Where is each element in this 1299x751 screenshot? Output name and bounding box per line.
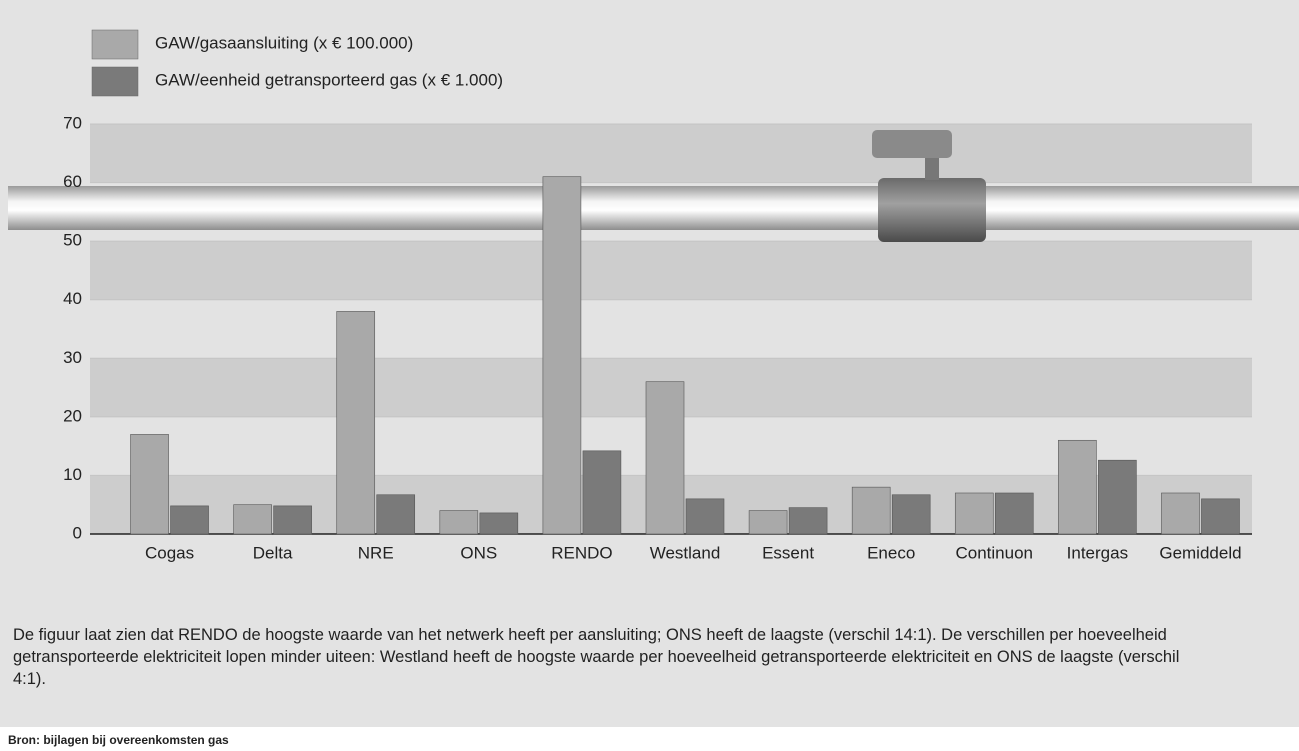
x-tick-label: ONS <box>460 543 497 562</box>
x-tick-label: NRE <box>358 543 394 562</box>
y-tick-label: 10 <box>63 465 82 484</box>
bar <box>439 510 479 535</box>
x-tick-label: Intergas <box>1067 543 1128 562</box>
grid-band <box>90 124 1252 183</box>
y-tick-label: 0 <box>73 523 82 542</box>
chart: 0 10 20 30 40 50 60 70 GAW/gasaansluiting (x € 1… <box>8 29 1299 562</box>
x-tick-label: Westland <box>650 543 721 562</box>
y-tick-label: 30 <box>63 348 82 367</box>
source: Bron: bijlagen bij overeenkomsten gas <box>8 733 229 747</box>
y-tick-label: 70 <box>63 113 82 132</box>
bar <box>479 512 519 535</box>
bar <box>336 311 376 535</box>
grid-band <box>90 241 1252 300</box>
y-tick-label: 40 <box>63 289 82 308</box>
x-tick-label: RENDO <box>551 543 612 562</box>
bar <box>542 176 582 535</box>
bar <box>891 494 931 535</box>
y-tick-label: 50 <box>63 231 82 250</box>
pipe <box>8 186 1299 230</box>
bar <box>994 492 1034 535</box>
bar <box>851 486 891 535</box>
bar <box>130 434 169 535</box>
x-tick-label: Cogas <box>145 543 194 562</box>
valve-stem <box>925 155 939 180</box>
bar <box>748 510 788 535</box>
bar <box>376 494 416 535</box>
legend-label: GAW/gasaansluiting (x € 100.000) <box>155 33 413 52</box>
pipe-illustration <box>8 130 1299 242</box>
bar <box>1201 498 1240 535</box>
bar <box>1098 459 1137 535</box>
bar <box>954 492 994 535</box>
bar <box>233 504 272 535</box>
x-tick-label: Eneco <box>867 543 915 562</box>
legend-label: GAW/eenheid getransporteerd gas (x € 1.0… <box>155 70 503 89</box>
y-tick-label: 20 <box>63 406 82 425</box>
bar <box>582 450 622 535</box>
bar <box>685 498 725 535</box>
legend-swatch <box>91 66 139 97</box>
bar <box>170 505 209 535</box>
valve-body <box>878 178 986 242</box>
x-tick-label: Gemiddeld <box>1159 543 1241 562</box>
bar <box>1058 439 1097 535</box>
x-tick-label: Essent <box>762 543 814 562</box>
bar <box>1161 492 1200 535</box>
bar <box>645 381 685 535</box>
x-tick-label: Continuon <box>956 543 1034 562</box>
y-tick-label: 60 <box>63 172 82 191</box>
x-tick-label: Delta <box>253 543 293 562</box>
valve-handle <box>872 130 952 158</box>
bar <box>788 507 828 535</box>
legend-swatch <box>91 29 139 60</box>
bar <box>273 505 312 535</box>
caption: De figuur laat zien dat RENDO de hoogste… <box>13 626 1180 688</box>
